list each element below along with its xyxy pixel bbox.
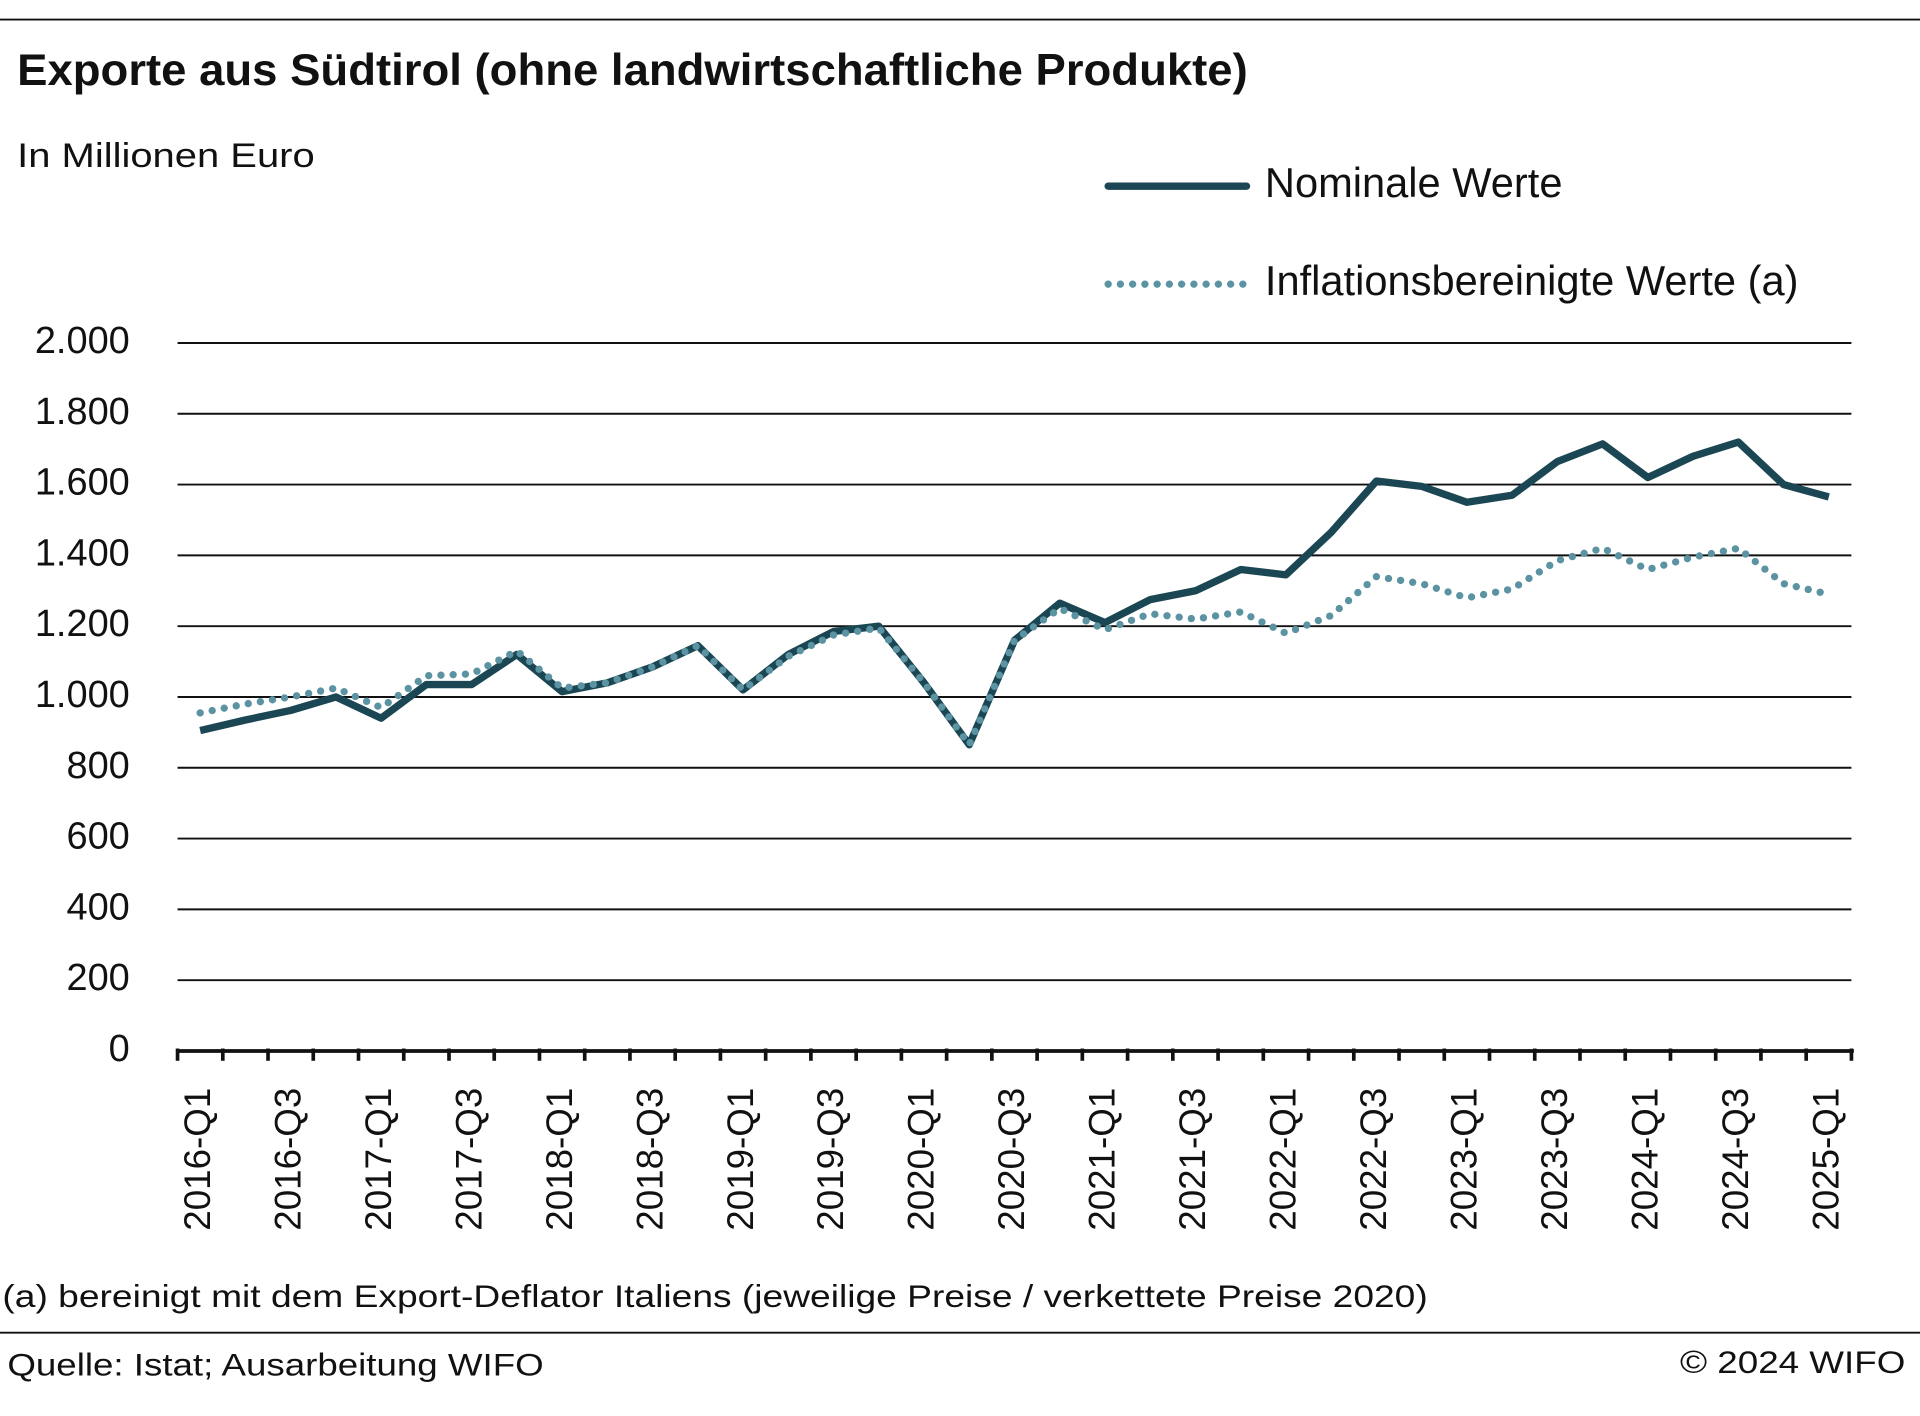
legend-label: Nominale Werte bbox=[1265, 159, 1563, 206]
x-tick-label: 2024-Q3 bbox=[1715, 1088, 1756, 1231]
x-tick-label: 2023-Q3 bbox=[1534, 1088, 1575, 1231]
x-tick-label: 2024-Q1 bbox=[1625, 1088, 1666, 1231]
y-tick-label: 200 bbox=[66, 957, 129, 999]
x-tick-label: 2022-Q1 bbox=[1263, 1088, 1304, 1231]
y-tick-label: 400 bbox=[66, 886, 129, 928]
y-tick-label: 2.000 bbox=[35, 320, 130, 362]
x-tick-label: 2016-Q1 bbox=[177, 1088, 218, 1231]
y-tick-label: 1.800 bbox=[35, 391, 130, 433]
x-tick-label: 2018-Q3 bbox=[629, 1088, 670, 1231]
y-tick-label: 600 bbox=[66, 816, 129, 858]
y-tick-label: 1.000 bbox=[35, 674, 130, 716]
y-tick-label: 800 bbox=[66, 745, 129, 787]
copyright: © 2024 WIFO bbox=[1680, 1344, 1905, 1380]
y-tick-label: 1.200 bbox=[35, 603, 130, 645]
chart-subtitle: In Millionen Euro bbox=[17, 137, 315, 175]
series-line bbox=[196, 544, 1833, 749]
y-tick-label: 1.400 bbox=[35, 532, 130, 574]
x-tick-label: 2021-Q3 bbox=[1172, 1088, 1213, 1231]
x-tick-label: 2025-Q1 bbox=[1806, 1088, 1847, 1231]
legend-label: Inflationsbereinigte Werte (a) bbox=[1265, 257, 1799, 304]
x-tick-label: 2018-Q1 bbox=[539, 1088, 580, 1231]
y-tick-label: 0 bbox=[109, 1028, 130, 1070]
x-tick-label: 2017-Q3 bbox=[448, 1088, 489, 1231]
source: Quelle: Istat; Ausarbeitung WIFO bbox=[7, 1346, 543, 1382]
x-tick-label: 2017-Q1 bbox=[358, 1088, 399, 1231]
x-tick-label: 2019-Q1 bbox=[720, 1088, 761, 1231]
series-line bbox=[199, 438, 1830, 749]
x-tick-label: 2019-Q3 bbox=[810, 1088, 851, 1231]
y-tick-label: 1.600 bbox=[35, 462, 130, 504]
x-tick-label: 2016-Q3 bbox=[267, 1088, 308, 1231]
x-tick-label: 2020-Q3 bbox=[991, 1088, 1032, 1231]
x-tick-label: 2020-Q1 bbox=[901, 1088, 942, 1231]
x-tick-label: 2021-Q1 bbox=[1082, 1088, 1123, 1231]
chart-title: Exporte aus Südtirol (ohne landwirtschaf… bbox=[17, 46, 1248, 95]
x-tick-label: 2023-Q1 bbox=[1444, 1088, 1485, 1231]
footnote: (a) bereinigt mit dem Export-Deflator It… bbox=[2, 1278, 1427, 1314]
x-tick-label: 2022-Q3 bbox=[1353, 1088, 1394, 1231]
